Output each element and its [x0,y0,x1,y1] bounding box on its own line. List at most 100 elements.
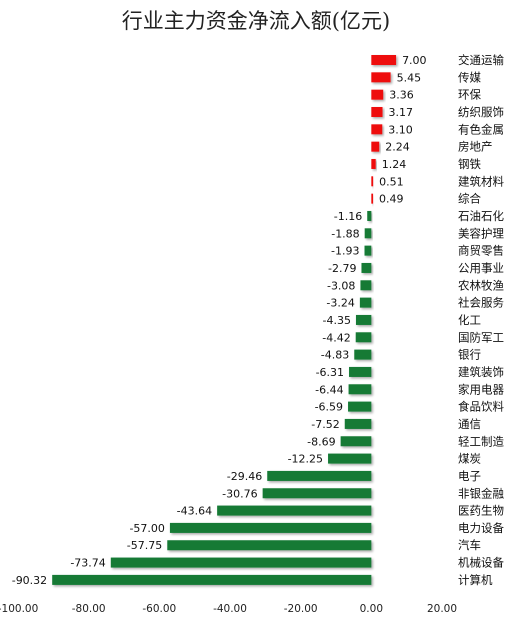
bar [371,193,374,204]
category-label: 煤炭 [458,452,481,466]
x-tick-label: -20.00 [284,603,318,615]
category-label: 综合 [458,192,481,206]
category-label: 计算机 [458,573,493,587]
category-label: 国防军工 [458,330,504,344]
value-label: 3.10 [388,123,413,136]
bar [354,349,372,360]
value-label: -1.16 [334,210,362,223]
x-tick-label: 0.00 [360,603,383,615]
value-label: -4.35 [322,314,350,327]
value-label: 2.24 [385,141,410,154]
value-label: 5.45 [397,71,422,84]
category-label: 钢铁 [458,157,481,171]
value-label: -7.52 [311,418,339,431]
x-tick-label: -100.00 [0,603,38,615]
category-label: 食品饮料 [458,400,504,414]
category-label: 房地产 [458,140,493,154]
value-label: -6.59 [315,401,343,414]
bar [110,557,372,568]
bar [371,106,383,117]
category-label: 银行 [458,348,481,362]
x-tick-label: -80.00 [72,603,106,615]
category-label: 有色金属 [458,122,504,136]
bar [355,314,372,325]
bar [371,55,397,65]
bar [359,297,372,308]
value-label: 1.24 [382,158,407,171]
category-label: 电力设备 [458,521,504,535]
category-label: 农林牧渔 [458,278,504,292]
value-label: -4.42 [322,331,350,344]
category-label: 轻工制造 [458,434,504,448]
value-label: -6.31 [316,366,344,379]
value-label: -1.88 [331,227,359,240]
value-label: 0.51 [379,175,404,188]
bar [360,280,372,291]
x-tick-label: 20.00 [427,603,457,615]
bar [371,89,384,100]
value-label: -57.75 [127,539,162,552]
value-label: -1.93 [331,245,359,258]
chart-title: 行业主力资金净流入额(亿元) [122,9,390,33]
bar [348,401,372,412]
bar [364,245,372,256]
category-label: 传媒 [458,70,481,84]
bar [371,124,383,135]
value-label: -57.00 [129,522,164,535]
bar [328,453,372,464]
value-label: 3.17 [389,106,414,119]
category-label: 通信 [458,417,481,431]
value-label: -8.69 [307,435,335,448]
category-label: 社会服务 [458,296,504,310]
category-label: 家用电器 [458,382,504,396]
category-label: 化工 [458,313,481,327]
category-label: 电子 [458,469,481,483]
x-tick-label: -40.00 [213,603,247,615]
value-label: -6.44 [315,383,343,396]
bar [262,488,372,499]
bar [355,332,372,343]
category-label: 交通运输 [458,53,504,67]
value-label: -3.24 [326,297,354,310]
value-label: -12.25 [288,453,323,466]
category-labels-layer: 交通运输传媒环保纺织服饰有色金属房地产钢铁建筑材料综合石油石化美容护理商贸零售公… [458,53,504,587]
value-labels-layer: 7.00 5.45 3.36 3.17 3.10 2.24 1.24 0.51 0.49 -1.1… [12,54,427,587]
bar [367,210,372,221]
bar [169,522,372,533]
bar [340,436,372,447]
value-label: -2.79 [328,262,356,275]
category-label: 纺织服饰 [458,105,504,119]
value-label: 7.00 [402,54,427,67]
x-tick-label: -60.00 [142,603,176,615]
category-label: 环保 [458,88,481,102]
category-label: 公用事业 [458,261,504,275]
category-label: 建筑装饰 [458,365,504,379]
category-label: 建筑材料 [458,174,504,188]
category-label: 美容护理 [458,226,504,240]
category-label: 非银金融 [458,486,504,500]
bar [217,505,372,516]
bar [371,158,376,169]
bar [348,384,372,395]
value-label: 3.36 [389,89,414,102]
value-label: -3.08 [327,279,355,292]
bar [371,72,391,83]
value-label: -29.46 [227,470,262,483]
value-label: -30.76 [222,487,257,500]
value-label: 0.49 [379,193,404,206]
category-label: 医药生物 [458,504,504,518]
value-label: -90.32 [12,574,47,587]
bar [371,141,380,152]
bar [371,176,374,187]
bar [349,366,372,377]
value-label: -43.64 [177,505,212,518]
bar [364,228,372,239]
bar [361,262,372,273]
category-label: 汽车 [458,538,481,552]
bar [344,418,372,429]
category-label: 机械设备 [458,556,504,570]
value-label: -4.83 [321,349,349,362]
x-axis: -100.00 -80.00 -60.00 -40.00 -20.00 0.00 20.00 [0,603,457,615]
value-label: -73.74 [70,557,105,570]
